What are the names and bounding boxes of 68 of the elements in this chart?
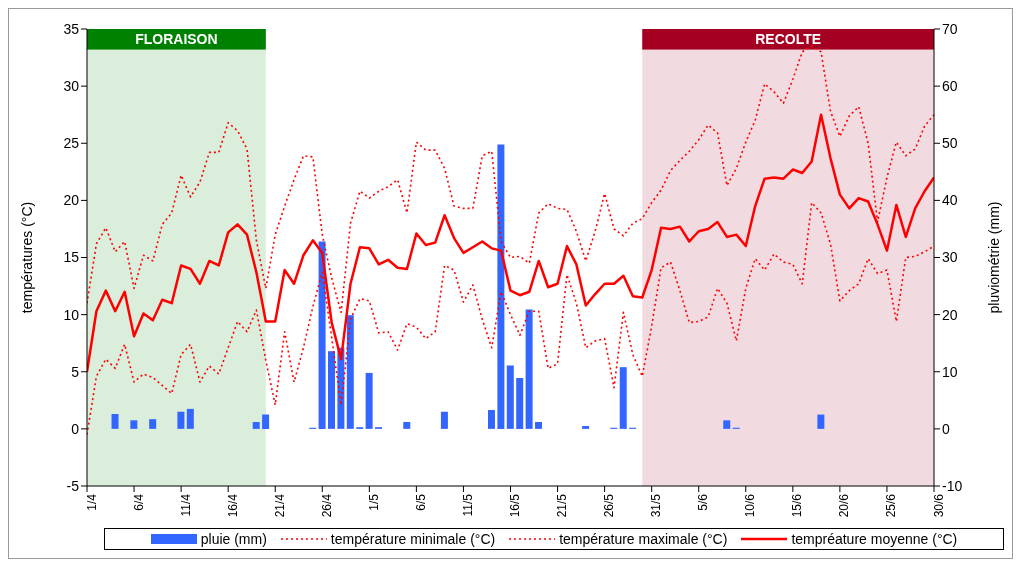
y2-tick-label: 20 <box>942 306 958 323</box>
x-tick-label: 20/6 <box>837 493 852 518</box>
x-tick-label: 26/4 <box>319 493 334 518</box>
bar <box>723 420 731 429</box>
y-tick-label: 15 <box>63 249 80 266</box>
y2-tick-label: -10 <box>942 477 963 494</box>
x-tick-label: 16/5 <box>508 493 523 518</box>
bar <box>403 422 411 429</box>
bar <box>365 372 373 429</box>
bar <box>497 144 505 429</box>
y2-tick-label: 60 <box>942 78 958 95</box>
x-tick-label: 5/6 <box>696 493 711 511</box>
bar <box>525 309 533 429</box>
bar <box>149 419 157 429</box>
x-tick-label: 30/6 <box>931 493 946 518</box>
bar <box>111 414 119 429</box>
y-tick-label: 5 <box>71 363 80 380</box>
y2-axis-title: pluviométrie (mm) <box>985 201 1002 314</box>
legend-label: température maximale (°C) <box>559 531 728 547</box>
x-tick-label: 15/6 <box>790 493 805 518</box>
bar <box>817 414 825 429</box>
y-tick-label: 10 <box>63 306 80 323</box>
band-label: FLORAISON <box>135 31 218 48</box>
bar <box>262 414 270 429</box>
y-tick-label: 25 <box>63 135 80 152</box>
y-tick-label: 20 <box>63 192 80 209</box>
y2-tick-label: 70 <box>942 20 958 37</box>
legend-label: température minimale (°C) <box>330 531 496 547</box>
bar <box>327 351 335 429</box>
y-tick-label: 30 <box>63 78 80 95</box>
band-label: RECOLTE <box>755 31 822 48</box>
x-tick-label: 16/4 <box>225 493 240 518</box>
bar <box>346 315 354 429</box>
x-tick-label: 1/5 <box>366 493 381 511</box>
y2-tick-label: 30 <box>942 249 958 266</box>
x-tick-label: 21/4 <box>272 493 287 518</box>
y-tick-label: 35 <box>63 20 80 37</box>
y2-tick-label: 40 <box>942 192 958 209</box>
y-axis-title: températures (°C) <box>18 201 35 314</box>
legend-label: pluie (mm) <box>200 531 267 547</box>
bar <box>535 422 543 429</box>
bar <box>252 422 260 429</box>
x-tick-label: 10/6 <box>743 493 758 518</box>
bar <box>516 378 524 429</box>
x-tick-label: 26/5 <box>602 493 617 518</box>
bar <box>619 367 627 429</box>
x-tick-label: 25/6 <box>884 493 899 518</box>
x-tick-label: 1/4 <box>84 493 99 511</box>
bar <box>318 241 326 429</box>
x-tick-label: 21/5 <box>555 493 570 518</box>
bar <box>506 365 514 429</box>
bar <box>440 411 448 429</box>
bar <box>130 420 138 429</box>
x-tick-label: 6/5 <box>413 493 428 511</box>
y-tick-label: -5 <box>66 477 80 494</box>
x-tick-label: 11/5 <box>460 493 475 517</box>
bar <box>177 411 185 429</box>
x-tick-label: 6/4 <box>131 493 146 511</box>
y2-tick-label: 50 <box>942 135 958 152</box>
legend-label: tempréature moyenne (°C) <box>791 531 958 547</box>
y2-tick-label: 10 <box>942 363 958 380</box>
x-tick-label: 31/5 <box>649 493 664 518</box>
bar <box>487 410 495 429</box>
x-tick-label: 11/4 <box>178 493 193 517</box>
bar <box>186 408 194 429</box>
y2-tick-label: 0 <box>942 420 950 437</box>
y-tick-label: 0 <box>71 420 80 437</box>
bar <box>582 426 590 429</box>
